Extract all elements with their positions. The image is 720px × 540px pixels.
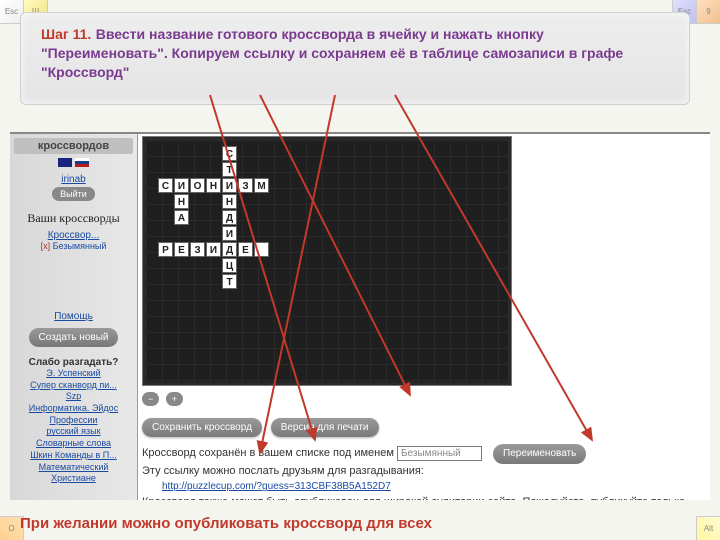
sidebar: кроссвордов irinab Выйти Ваши кроссворды… [10,134,138,500]
share-url-link[interactable]: http://puzzlecup.com/?guess=313CBF38B5A1… [162,481,391,492]
solve-link[interactable]: Szp [10,391,137,403]
current-crossword-name[interactable]: Безымянный [53,241,107,251]
grid-cell[interactable]: О [190,178,205,193]
solve-link[interactable]: Супер сканворд пи... [10,380,137,392]
grid-cell[interactable]: Е [238,242,253,257]
saved-text: Кроссворд сохранён в вашем списке под им… [142,447,394,459]
zoom-tools: − + [142,392,187,406]
flag-ru-icon[interactable] [75,158,89,167]
rename-button[interactable]: Переименовать [493,444,586,464]
grid-cell[interactable]: Д [222,242,237,257]
print-button[interactable]: Версия для печати [271,418,379,437]
publish-text1: Кроссворд также может быть опубликован д… [142,495,706,500]
share-label: Эту ссылку можно послать друзьям для раз… [142,464,706,479]
your-crosswords-header: Ваши кроссворды [10,211,137,226]
instruction-box: Шаг 11. Ввести название готового кроссво… [20,12,690,105]
create-button[interactable]: Создать новый [29,328,119,347]
save-button[interactable]: Сохранить кроссворд [142,418,262,437]
solve-link[interactable]: Словарные слова [10,438,137,450]
logout-button[interactable]: Выйти [52,187,95,201]
grid-cell[interactable]: З [238,178,253,193]
current-crossword: [x] Безымянный [10,241,137,251]
grid-cell[interactable]: И [206,242,221,257]
solve-header: Слабо разгадать? [10,357,137,368]
grid-cell[interactable]: М [254,178,269,193]
solve-link[interactable]: Математический [10,462,137,474]
solve-list: Э. УспенскийСупер сканворд пи...SzpИнфор… [10,368,137,485]
lang-flags [10,158,137,170]
crossword-name-input[interactable] [397,446,482,461]
app-screenshot: кроссвордов irinab Выйти Ваши кроссворды… [10,132,710,500]
grid-cell[interactable]: Ц [222,258,237,273]
grid-cell[interactable]: С [222,146,237,161]
grid-cell[interactable]: Д [222,210,237,225]
crossword-link[interactable]: Кроссвор... [10,230,137,241]
grid-cell[interactable]: Н [174,194,189,209]
site-title: кроссвордов [14,138,133,154]
grid-cell[interactable]: Н [206,178,221,193]
action-row: Сохранить кроссворд Версия для печати [142,418,385,437]
grid-cell[interactable]: А [174,210,189,225]
solve-link[interactable]: Информатика. Эйдос [10,403,137,415]
grid-cell[interactable]: Е [174,242,189,257]
flag-uk-icon[interactable] [58,158,72,167]
solve-link[interactable]: Шкин Команды в П... [10,450,137,462]
grid-cell[interactable]: Т [222,274,237,289]
solve-link[interactable]: русский язык [10,426,137,438]
solve-link[interactable]: Христиане [10,473,137,485]
grid-cell[interactable]: Т [222,162,237,177]
help-link[interactable]: Помощь [10,311,137,322]
delete-icon[interactable]: [x] [41,241,51,251]
grid-cell[interactable]: Н [222,194,237,209]
user-link[interactable]: irinab [61,174,85,185]
bottom-caption: При желании можно опубликовать кроссворд… [20,515,432,532]
grid-cell[interactable]: З [190,242,205,257]
grid-cell[interactable]: Р [158,242,173,257]
step-label: Шаг 11. [41,26,91,42]
grid-cell[interactable]: И [222,178,237,193]
grid-cell[interactable]: И [174,178,189,193]
solve-link[interactable]: Профессии [10,415,137,427]
grid-cell[interactable]: С [158,178,173,193]
step-text: Ввести название готового кроссворда в яч… [41,26,623,80]
grid-cell[interactable]: И [222,226,237,241]
corner-tab: Alt [696,516,720,540]
saved-block: Кроссворд сохранён в вашем списке под им… [142,444,706,500]
zoom-out-button[interactable]: − [142,392,159,406]
zoom-in-button[interactable]: + [166,392,183,406]
corner-tab: 9 [696,0,720,24]
solve-link[interactable]: Э. Успенский [10,368,137,380]
crossword-grid[interactable]: СТСИОНИЗМННАДИРЕЗИДЕЦТ [142,136,512,386]
grid-cell[interactable] [254,242,269,257]
